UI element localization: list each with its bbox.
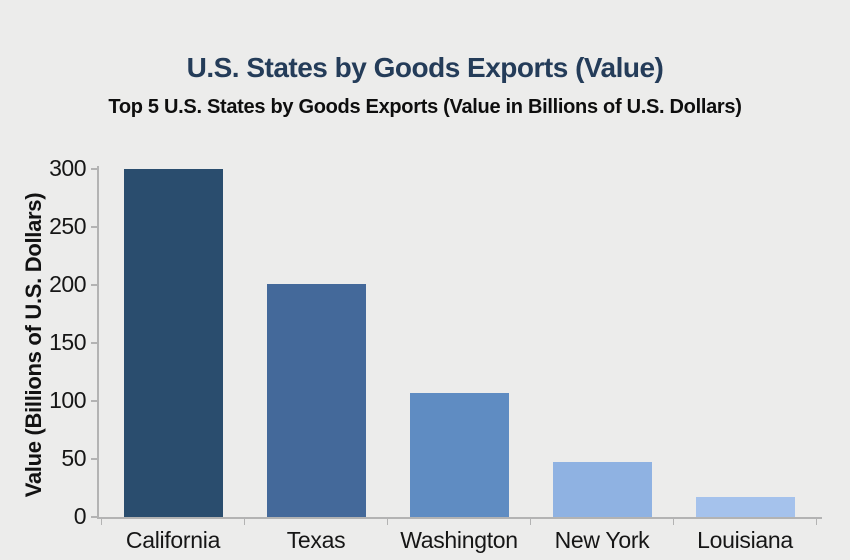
bar-new-york bbox=[552, 462, 652, 517]
y-axis-line bbox=[97, 166, 99, 519]
x-tick-mark bbox=[815, 518, 818, 525]
x-axis-line bbox=[97, 517, 822, 519]
x-tick-mark bbox=[100, 518, 103, 525]
y-tick-mark bbox=[91, 342, 97, 344]
bar-texas bbox=[266, 284, 366, 517]
x-tick-label-california: California bbox=[125, 527, 221, 553]
y-tick-label: 50 bbox=[61, 445, 86, 471]
y-tick-mark bbox=[91, 284, 97, 286]
chart-title: U.S. States by Goods Exports (Value) bbox=[186, 52, 664, 83]
y-tick-label: 150 bbox=[49, 329, 86, 355]
y-tick-mark bbox=[91, 400, 97, 402]
y-tick-mark bbox=[91, 226, 97, 228]
x-tick-mark bbox=[243, 518, 246, 525]
y-tick-label: 200 bbox=[49, 271, 86, 297]
y-tick-mark bbox=[91, 516, 97, 518]
chart-subtitle: Top 5 U.S. States by Goods Exports (Valu… bbox=[108, 96, 742, 118]
x-tick-label-new-york: New York bbox=[554, 527, 650, 553]
bar-washington bbox=[409, 393, 509, 517]
x-tick-mark bbox=[672, 518, 675, 525]
y-tick-label: 300 bbox=[49, 155, 86, 181]
y-tick-label: 250 bbox=[49, 213, 86, 239]
x-tick-label-texas: Texas bbox=[286, 527, 346, 553]
bar-california bbox=[123, 169, 223, 517]
bar-louisiana bbox=[695, 497, 795, 517]
x-tick-mark bbox=[529, 518, 532, 525]
y-tick-label: 0 bbox=[73, 503, 87, 529]
x-tick-mark bbox=[386, 518, 389, 525]
y-tick-label: 100 bbox=[49, 387, 86, 413]
y-tick-mark bbox=[91, 168, 97, 170]
x-tick-label-louisiana: Louisiana bbox=[697, 527, 793, 553]
x-tick-label-washington: Washington bbox=[400, 527, 518, 553]
y-tick-mark bbox=[91, 458, 97, 460]
